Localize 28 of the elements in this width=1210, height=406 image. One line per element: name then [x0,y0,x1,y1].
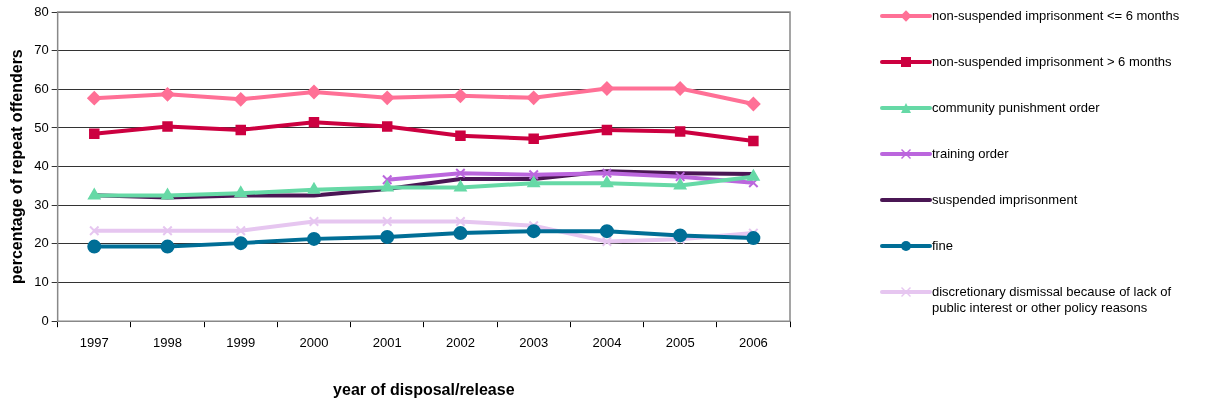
legend-label: discretionary dismissal because of lack of public interest or other policy reasons [932,284,1173,316]
legend-label: fine [932,238,953,254]
y-tick-label: 30 [34,196,49,212]
x-tick-label: 1998 [153,334,182,350]
x-tick-label: 2003 [519,334,549,350]
x-tick-label: 2005 [665,334,695,350]
x-tick-label: 2000 [299,334,329,350]
x-axis-title: year of disposal/release [333,380,515,398]
y-tick-label: 10 [34,274,49,290]
y-axis-title: percentage of repeat offenders [8,49,26,284]
y-tick-label: 50 [34,119,49,135]
y-tick-label: 60 [34,80,49,96]
x-tick-label: 1997 [79,334,109,350]
legend-label: non-suspended imprisonment > 6 months [932,54,1172,70]
legend-label: community punishment order [932,100,1100,116]
legend-label: training order [932,146,1009,162]
x-tick-label: 2002 [445,334,475,350]
x-tick-label: 2004 [592,334,622,350]
legend-label: suspended imprisonment [932,192,1078,208]
y-tick-label: 80 [34,3,49,19]
legend-label: non-suspended imprisonment <= 6 months [932,8,1180,24]
x-tick-label: 2006 [738,334,768,350]
y-tick-label: 20 [34,235,49,251]
x-tick-label: 1999 [226,334,256,350]
x-tick-label: 2001 [372,334,402,350]
y-tick-label: 70 [34,42,49,58]
y-tick-label: 40 [34,158,49,174]
y-tick-label: 0 [41,312,49,328]
